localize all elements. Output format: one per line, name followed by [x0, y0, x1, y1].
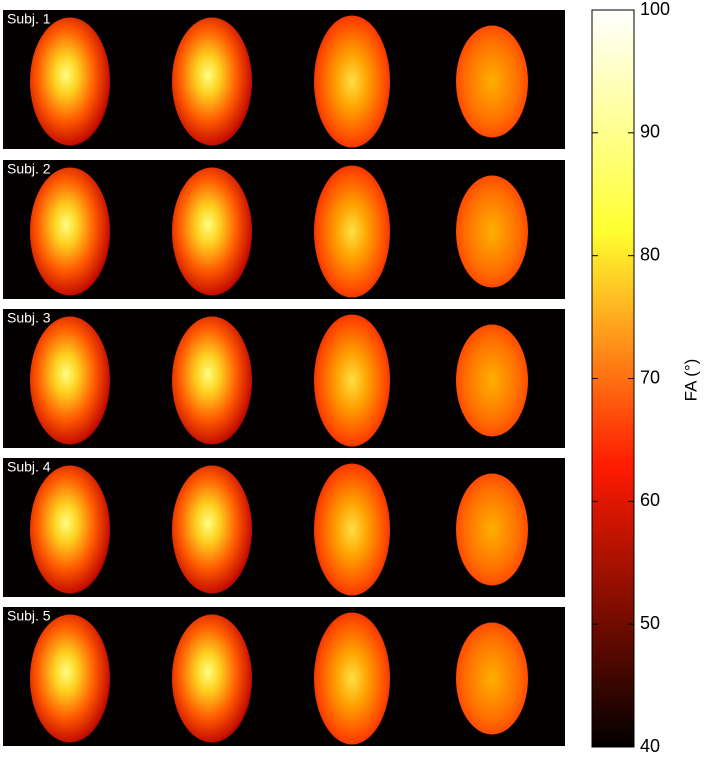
panel-label: Subj. 4	[7, 459, 51, 475]
panel-label: Subj. 5	[7, 608, 51, 624]
brain-slice	[172, 167, 252, 296]
tick-label: 60	[640, 490, 660, 510]
brain-slice	[314, 15, 390, 148]
colorbar	[591, 9, 635, 748]
brain-slice	[30, 316, 110, 445]
tick-label: 100	[640, 0, 670, 19]
brain-slice	[456, 473, 528, 586]
brain-slice	[30, 167, 110, 296]
tick-label: 50	[640, 613, 660, 633]
tick-label: 90	[640, 122, 660, 142]
brain-slice	[456, 175, 528, 288]
panel-label: Subj. 1	[7, 11, 51, 27]
brain-slice	[30, 614, 110, 743]
colorbar-axis: 40 50 60 70 80 90 100	[592, 0, 670, 756]
brain-slice	[172, 465, 252, 594]
brain-slice	[30, 17, 110, 146]
brain-slice	[314, 463, 390, 596]
brain-slice	[456, 25, 528, 138]
colorbar-label: FA (°)	[681, 359, 700, 402]
panel-label: Subj. 2	[7, 161, 51, 177]
brain-slice	[456, 622, 528, 735]
brain-slice	[30, 465, 110, 594]
brain-slice	[314, 314, 390, 447]
brain-slice	[172, 614, 252, 743]
panel-label: Subj. 3	[7, 310, 51, 326]
brain-slice	[456, 324, 528, 437]
tick-label: 70	[640, 367, 660, 387]
tick-label: 40	[640, 736, 660, 756]
brain-slice	[314, 165, 390, 298]
tick-label: 80	[640, 244, 660, 264]
brain-slice	[314, 612, 390, 745]
brain-slice	[172, 17, 252, 146]
panels: Subj. 1 Subj. 2 Subj. 3 Subj. 4 Subj. 5	[3, 10, 565, 746]
brain-slice	[172, 316, 252, 445]
